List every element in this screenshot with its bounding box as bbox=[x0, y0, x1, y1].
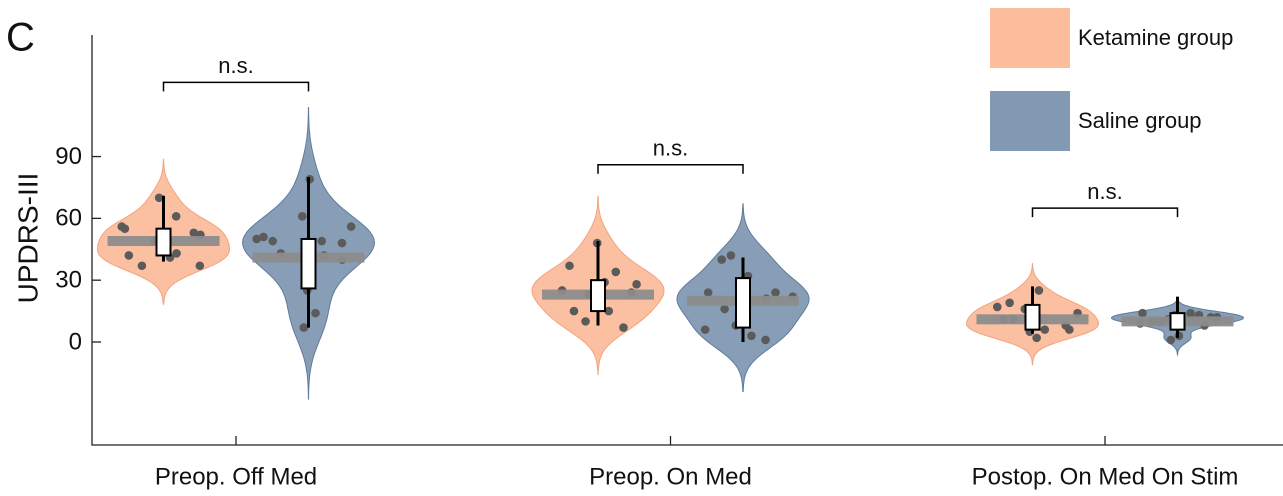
box bbox=[155, 227, 172, 257]
data-point bbox=[703, 288, 713, 297]
data-point bbox=[346, 222, 356, 231]
data-point bbox=[1166, 335, 1176, 345]
data-point bbox=[117, 222, 127, 231]
data-point bbox=[189, 228, 199, 238]
data-point bbox=[259, 232, 268, 242]
panel-label: C bbox=[6, 16, 35, 60]
x-tick-label: Preop. Off Med bbox=[155, 463, 317, 490]
data-point bbox=[569, 306, 579, 316]
data-point bbox=[992, 302, 1002, 312]
box bbox=[1024, 303, 1041, 331]
data-point bbox=[619, 323, 628, 332]
y-axis-label: UPDRS-III bbox=[12, 173, 43, 304]
significance-bracket bbox=[597, 164, 744, 174]
data-point bbox=[172, 249, 181, 258]
legend-label: Ketamine group bbox=[1078, 25, 1233, 50]
data-point bbox=[252, 234, 262, 244]
data-point bbox=[761, 335, 770, 345]
significance-label: n.s. bbox=[1087, 179, 1122, 204]
x-tick-label: Preop. On Med bbox=[589, 463, 752, 490]
data-point bbox=[611, 267, 621, 277]
data-point bbox=[317, 236, 327, 246]
y-tick-label: 30 bbox=[55, 267, 82, 294]
data-point bbox=[268, 236, 277, 246]
data-point bbox=[1032, 333, 1041, 343]
data-point bbox=[297, 212, 307, 221]
data-point bbox=[171, 212, 181, 221]
y-tick-label: 90 bbox=[55, 143, 82, 170]
data-point bbox=[720, 304, 729, 314]
data-point bbox=[747, 331, 756, 341]
data-point bbox=[137, 261, 147, 271]
y-tick-label: 0 bbox=[69, 328, 82, 355]
significance-bracket bbox=[1031, 207, 1179, 218]
data-point bbox=[311, 308, 320, 318]
significance-label: n.s. bbox=[653, 136, 688, 161]
box bbox=[735, 277, 751, 329]
significance-label: n.s. bbox=[218, 53, 253, 78]
data-point bbox=[604, 306, 614, 316]
box bbox=[590, 279, 606, 313]
data-point bbox=[1005, 298, 1014, 308]
data-point bbox=[195, 261, 205, 271]
y-tick-label: 60 bbox=[55, 205, 82, 232]
data-point bbox=[717, 255, 727, 264]
data-point bbox=[299, 323, 309, 332]
data-point bbox=[1138, 308, 1147, 318]
legend-swatch bbox=[990, 91, 1070, 151]
data-point bbox=[1186, 308, 1195, 318]
data-point bbox=[1040, 325, 1050, 334]
data-point bbox=[771, 288, 780, 297]
legend-swatch bbox=[990, 8, 1070, 68]
legend-label: Saline group bbox=[1078, 108, 1202, 133]
data-point bbox=[632, 279, 641, 289]
data-point bbox=[1034, 286, 1044, 295]
data-point bbox=[726, 251, 736, 260]
box bbox=[300, 237, 317, 290]
data-point bbox=[154, 193, 164, 203]
data-point bbox=[337, 238, 347, 248]
data-point bbox=[581, 317, 590, 326]
x-tick-label: Postop. On Med On Stim bbox=[972, 463, 1239, 490]
box bbox=[1169, 312, 1186, 331]
significance-bracket bbox=[162, 81, 310, 92]
data-point bbox=[700, 325, 710, 334]
data-point bbox=[565, 261, 574, 271]
data-point bbox=[124, 251, 134, 260]
